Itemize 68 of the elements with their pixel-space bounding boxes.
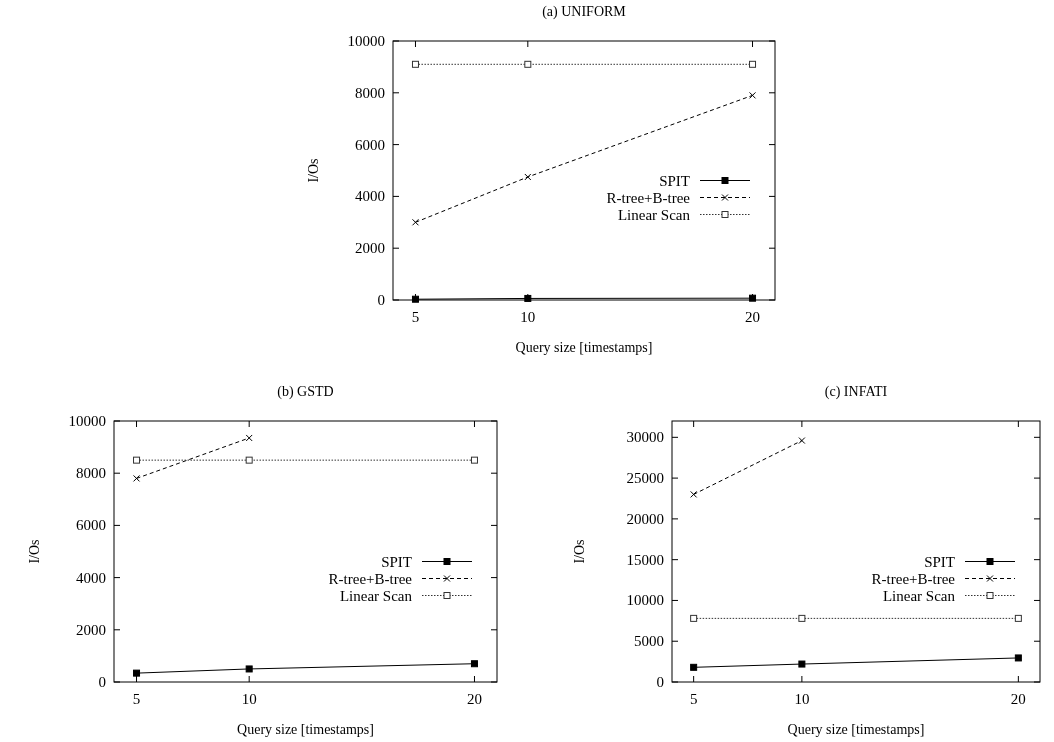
point	[690, 663, 698, 671]
y-axis-title: I/Os	[27, 539, 42, 564]
point	[245, 434, 253, 442]
chart-title: (b) GSTD	[277, 384, 334, 400]
legend-label: R-tree+B-tree	[328, 570, 413, 587]
y-tick-label: 10000	[626, 592, 664, 609]
point	[798, 614, 806, 622]
y-tick-label: 2000	[355, 240, 385, 257]
y-axis-title: I/Os	[306, 158, 321, 183]
point	[470, 456, 478, 464]
point	[411, 60, 419, 68]
y-tick-label: 6000	[76, 517, 106, 534]
legend-label: Linear Scan	[339, 587, 413, 604]
y-tick-label: 0	[377, 292, 385, 308]
point	[524, 173, 532, 181]
y-tick-label: 4000	[76, 569, 106, 586]
point	[133, 474, 141, 482]
x-axis-title: Query size [timestamps]	[515, 340, 653, 355]
point	[133, 669, 141, 677]
legend-label: R-tree+B-tree	[871, 570, 956, 587]
x-tick-label: 20	[745, 309, 761, 325]
chart-title: (c) INFATI	[824, 384, 888, 400]
point	[1014, 654, 1022, 662]
point	[133, 456, 141, 464]
point	[749, 91, 757, 99]
point	[470, 660, 478, 668]
point	[411, 218, 419, 226]
legend-label: SPIT	[924, 553, 955, 570]
point	[245, 665, 253, 673]
x-tick-label: 5	[689, 691, 698, 707]
y-axis-title: I/Os	[572, 539, 587, 564]
point	[1014, 614, 1022, 622]
y-tick-label: 0	[98, 674, 106, 690]
legend-label: Linear Scan	[617, 206, 691, 223]
chart-title: (a) UNIFORM	[542, 4, 627, 20]
legend-label: SPIT	[659, 172, 690, 189]
y-tick-label: 30000	[626, 429, 664, 446]
y-tick-label: 10000	[68, 413, 106, 429]
legend-label: R-tree+B-tree	[606, 189, 691, 206]
point	[690, 614, 698, 622]
y-tick-label: 8000	[76, 465, 106, 482]
y-tick-label: 25000	[626, 470, 664, 487]
legend-label: Linear Scan	[882, 587, 956, 604]
x-tick-label: 10	[794, 691, 810, 707]
x-axis-title: Query size [timestamps]	[237, 722, 374, 737]
y-tick-label: 6000	[355, 136, 385, 153]
x-tick-label: 20	[1010, 691, 1026, 707]
point	[245, 456, 253, 464]
y-tick-label: 0	[656, 674, 664, 690]
point	[690, 490, 698, 498]
x-tick-label: 10	[241, 691, 257, 707]
x-tick-label: 10	[520, 309, 536, 325]
point	[749, 60, 757, 68]
x-tick-label: 5	[411, 309, 420, 325]
y-tick-label: 4000	[355, 188, 385, 205]
point	[798, 437, 806, 445]
point	[524, 60, 532, 68]
y-tick-label: 10000	[347, 33, 385, 49]
x-tick-label: 5	[132, 691, 141, 707]
legend-label: SPIT	[381, 553, 412, 570]
y-tick-label: 20000	[626, 510, 664, 527]
point	[798, 660, 806, 668]
y-tick-label: 5000	[634, 633, 664, 650]
x-axis-title: Query size [timestamps]	[787, 722, 925, 737]
y-tick-label: 2000	[76, 621, 106, 638]
y-tick-label: 8000	[355, 84, 385, 101]
x-tick-label: 20	[466, 691, 482, 707]
y-tick-label: 15000	[626, 551, 664, 568]
